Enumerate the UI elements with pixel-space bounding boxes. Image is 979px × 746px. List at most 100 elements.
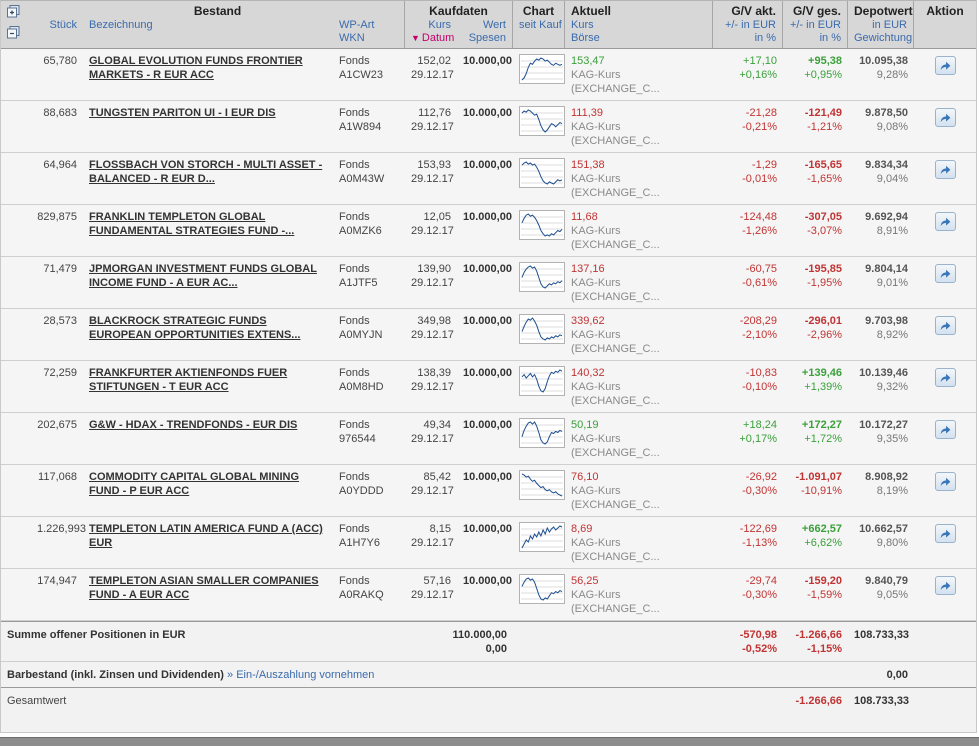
fund-name-link[interactable]: BLACKROCK STRATEGIC FUNDS EUROPEAN OPPOR… bbox=[89, 315, 301, 341]
gv-akt-eur: -10,83 bbox=[745, 367, 777, 379]
aktuell-kurs: 8,69 bbox=[571, 523, 593, 535]
cell-aktuell: 153,47 KAG-Kurs (EXCHANGE_C... bbox=[565, 54, 713, 96]
fund-name-link[interactable]: G&W - HDAX - TRENDFONDS - EUR DIS bbox=[89, 419, 298, 431]
fund-name-link[interactable]: FRANKFURTER AKTIENFONDS FUER STIFTUNGEN … bbox=[89, 367, 288, 393]
action-button[interactable] bbox=[934, 576, 956, 595]
sparkline-chart bbox=[519, 262, 565, 292]
kauf-kurs: 85,42 bbox=[423, 471, 451, 483]
boerse-label: KAG-Kurs (EXCHANGE_C... bbox=[571, 121, 660, 147]
collapse-all-icon[interactable] bbox=[6, 25, 21, 40]
cell-kauf-kurs-datum: 138,39 29.12.17 bbox=[405, 366, 457, 408]
cell-aktuell: 140,32 KAG-Kurs (EXCHANGE_C... bbox=[565, 366, 713, 408]
cell-wert: 10.000,00 bbox=[463, 315, 512, 327]
kauf-datum: 29.12.17 bbox=[411, 537, 454, 549]
cell-gv-ges: -121,49 -1,21% bbox=[783, 106, 848, 148]
cell-gv-ges: +662,57 +6,62% bbox=[783, 522, 848, 564]
cell-aktion bbox=[914, 106, 976, 148]
cell-gv-akt: -124,48 -1,26% bbox=[713, 210, 783, 252]
depotwert-eur: 10.662,57 bbox=[859, 523, 908, 535]
gv-ges-eur: -307,05 bbox=[804, 211, 842, 223]
expand-all-icon[interactable] bbox=[6, 4, 21, 19]
cell-expand bbox=[1, 366, 31, 408]
cell-depotwert: 10.662,57 9,80% bbox=[848, 522, 914, 564]
forward-arrow-icon bbox=[940, 529, 951, 539]
kauf-datum: 29.12.17 bbox=[411, 69, 454, 81]
cell-gv-ges: +139,46 +1,39% bbox=[783, 366, 848, 408]
cell-gv-ges: +172,27 +1,72% bbox=[783, 418, 848, 460]
col-header-bezeichnung[interactable]: Bezeichnung bbox=[89, 19, 153, 31]
forward-arrow-icon bbox=[940, 113, 951, 123]
sort-desc-icon: ▼ bbox=[411, 33, 420, 43]
wp-art: Fonds bbox=[339, 159, 370, 171]
col-header-kurs-datum[interactable]: Kurs ▼ Datum bbox=[411, 19, 455, 44]
bottom-bar bbox=[0, 737, 979, 746]
cell-wert: 10.000,00 bbox=[463, 471, 512, 483]
cell-wert: 10.000,00 bbox=[463, 419, 512, 431]
forward-arrow-icon bbox=[940, 217, 951, 227]
cell-gv-akt: -10,83 -0,10% bbox=[713, 366, 783, 408]
action-button[interactable] bbox=[934, 56, 956, 75]
fund-name-link[interactable]: FRANKLIN TEMPLETON GLOBAL FUNDAMENTAL ST… bbox=[89, 211, 295, 237]
fund-name-link[interactable]: TUNGSTEN PARITON UI - I EUR DIS bbox=[89, 107, 276, 119]
kauf-datum: 29.12.17 bbox=[411, 225, 454, 237]
cell-kauf-kurs-datum: 139,90 29.12.17 bbox=[405, 262, 457, 304]
wkn: A0RAKQ bbox=[339, 589, 384, 601]
col-header-gv-ges-sub[interactable]: +/- in EUR in % bbox=[783, 19, 848, 48]
fund-name-link[interactable]: TEMPLETON LATIN AMERICA FUND A (ACC) EUR bbox=[89, 523, 323, 549]
fund-name-link[interactable]: TEMPLETON ASIAN SMALLER COMPANIES FUND -… bbox=[89, 575, 319, 601]
action-button[interactable] bbox=[934, 108, 956, 127]
cell-stueck: 202,675 bbox=[37, 419, 77, 431]
aktuell-kurs: 50,19 bbox=[571, 419, 599, 431]
col-header-wert-spesen[interactable]: Wert Spesen bbox=[457, 19, 513, 48]
action-button[interactable] bbox=[934, 368, 956, 387]
col-header-gv-akt-sub[interactable]: +/- in EUR in % bbox=[713, 19, 783, 48]
gv-akt-pct: -0,30% bbox=[742, 589, 777, 601]
action-button[interactable] bbox=[934, 472, 956, 491]
cell-chart bbox=[513, 210, 565, 252]
gv-akt-eur: -1,29 bbox=[751, 159, 777, 171]
cell-depotwert: 9.878,50 9,08% bbox=[848, 106, 914, 148]
fund-name-link[interactable]: COMMODITY CAPITAL GLOBAL MINING FUND - P… bbox=[89, 471, 300, 497]
col-header-wpart-wkn[interactable]: WP-Art WKN bbox=[333, 19, 405, 48]
action-button[interactable] bbox=[934, 316, 956, 335]
gv-akt-eur: -60,75 bbox=[745, 263, 777, 275]
cell-expand bbox=[1, 470, 31, 512]
col-header-stueck[interactable]: Stück bbox=[49, 19, 77, 31]
cell-aktuell: 339,62 KAG-Kurs (EXCHANGE_C... bbox=[565, 314, 713, 356]
cell-aktion bbox=[914, 574, 976, 616]
cell-wert: 10.000,00 bbox=[463, 263, 512, 275]
action-button[interactable] bbox=[934, 524, 956, 543]
forward-arrow-icon bbox=[940, 321, 951, 331]
cell-stueck: 174,947 bbox=[37, 575, 77, 587]
action-button[interactable] bbox=[934, 212, 956, 231]
forward-arrow-icon bbox=[940, 165, 951, 175]
fund-name-link[interactable]: JPMORGAN INVESTMENT FUNDS GLOBAL INCOME … bbox=[89, 263, 317, 289]
cell-aktion bbox=[914, 210, 976, 252]
fund-name-link[interactable]: FLOSSBACH VON STORCH - MULTI ASSET - BAL… bbox=[89, 159, 323, 185]
cash-value: 0,00 bbox=[886, 669, 908, 681]
fund-name-link[interactable]: GLOBAL EVOLUTION FUNDS FRONTIER MARKETS … bbox=[89, 55, 303, 81]
action-button[interactable] bbox=[934, 420, 956, 439]
position-row: 64,964 FLOSSBACH VON STORCH - MULTI ASSE… bbox=[1, 153, 976, 205]
cell-aktuell: 8,69 KAG-Kurs (EXCHANGE_C... bbox=[565, 522, 713, 564]
gv-akt-pct: -1,13% bbox=[742, 537, 777, 549]
group-header-gv-akt: G/V akt. bbox=[713, 1, 783, 19]
gv-ges-eur: +172,27 bbox=[801, 419, 842, 431]
cell-wpart-wkn: Fonds A0MYJN bbox=[333, 314, 405, 356]
cell-aktuell: 151,38 KAG-Kurs (EXCHANGE_C... bbox=[565, 158, 713, 200]
kauf-datum: 29.12.17 bbox=[411, 381, 454, 393]
col-header-kurs-boerse[interactable]: Kurs Börse bbox=[565, 19, 713, 48]
action-button[interactable] bbox=[934, 160, 956, 179]
cell-expand bbox=[1, 314, 31, 356]
sparkline-chart bbox=[519, 314, 565, 344]
kauf-kurs: 138,39 bbox=[417, 367, 451, 379]
action-button[interactable] bbox=[934, 264, 956, 283]
table-header: Bestand Kaufdaten Chart Aktuell G/V akt.… bbox=[1, 1, 976, 49]
gv-ges-pct: -10,91% bbox=[801, 485, 842, 497]
deposit-withdraw-link[interactable]: » Ein-/Auszahlung vornehmen bbox=[227, 669, 375, 681]
cell-bezeichnung: G&W - HDAX - TRENDFONDS - EUR DIS bbox=[83, 418, 333, 460]
cell-gv-akt: -122,69 -1,13% bbox=[713, 522, 783, 564]
depotwert-eur: 9.692,94 bbox=[865, 211, 908, 223]
col-header-depotwert-sub[interactable]: in EUR Gewichtung bbox=[848, 19, 914, 48]
cell-gv-akt: -26,92 -0,30% bbox=[713, 470, 783, 512]
